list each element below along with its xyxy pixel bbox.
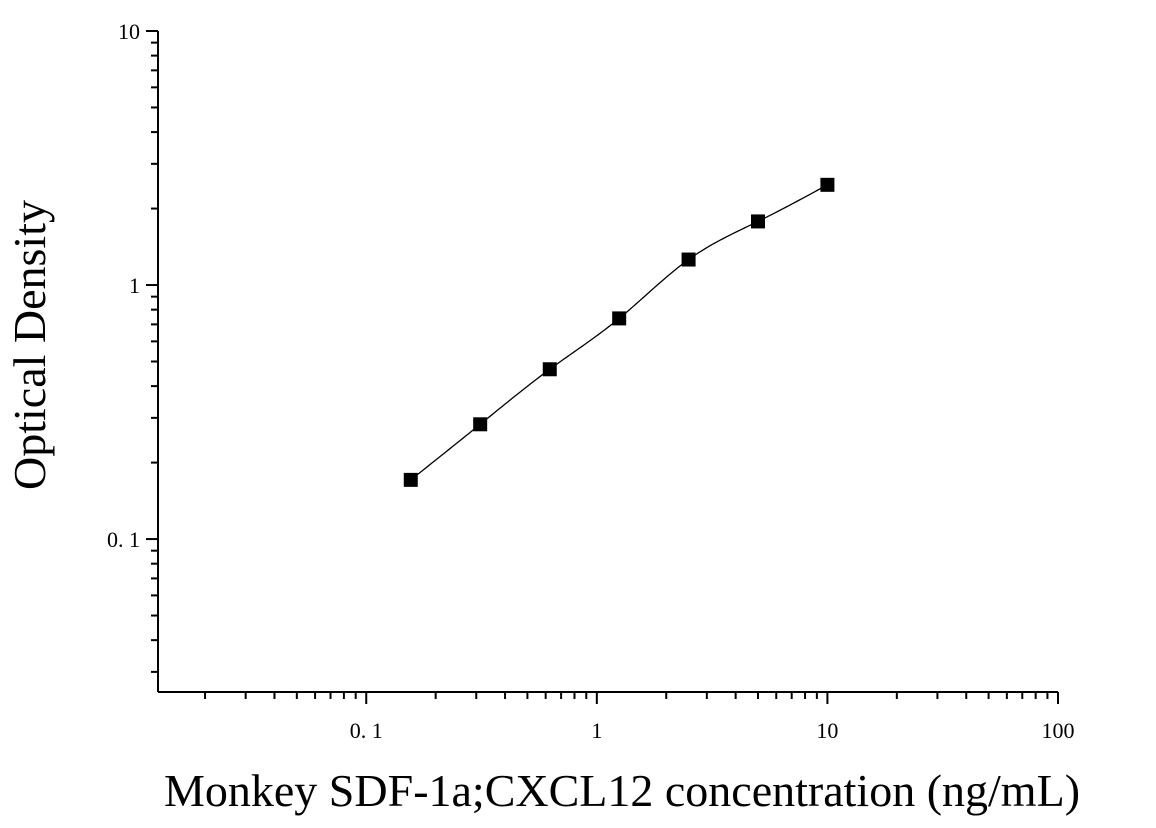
x-tick-label: 10 (816, 718, 838, 743)
fit-curve (410, 184, 828, 481)
y-tick-label: 1 (129, 273, 140, 298)
data-point (542, 362, 557, 377)
data-point (681, 252, 696, 267)
data-points (403, 177, 835, 487)
axes (157, 31, 1058, 693)
data-point (751, 214, 765, 229)
y-axis-label: Optical Density (4, 200, 55, 490)
y-tick-label: 10 (118, 19, 140, 44)
data-point (612, 311, 627, 326)
data-point (403, 472, 418, 487)
fit-curve-layer (410, 184, 828, 481)
x-axis-label: Monkey SDF-1a;CXCL12 concentration (ng/m… (164, 765, 1080, 816)
x-tick-label: 1 (591, 718, 602, 743)
data-point (820, 177, 835, 192)
x-tick-label: 0. 1 (350, 718, 383, 743)
y-tick-label: 0. 1 (107, 527, 140, 552)
ticks: 0. 1 1 10 100 0. 1 1 10 (107, 19, 1075, 743)
data-point (473, 417, 488, 432)
x-tick-label: 100 (1042, 718, 1075, 743)
